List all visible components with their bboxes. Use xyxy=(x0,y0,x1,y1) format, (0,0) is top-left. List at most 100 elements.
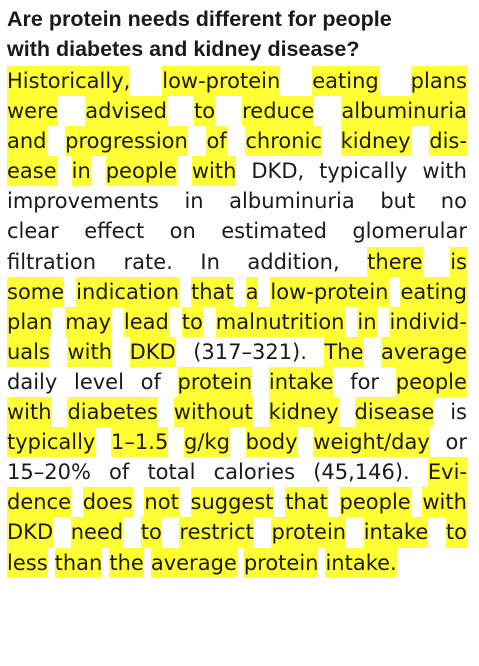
highlighted-word: malnutrition xyxy=(215,306,345,337)
highlighted-word: lead xyxy=(123,306,169,337)
highlighted-word: to xyxy=(181,306,203,337)
highlighted-word: g/kg xyxy=(184,427,230,458)
highlighted-word: low-protein xyxy=(162,66,281,97)
text-line: filtration rate. In addition, there is xyxy=(7,246,467,277)
highlighted-word: eating xyxy=(312,66,379,97)
highlighted-word: diabetes xyxy=(67,397,158,428)
highlighted-word: intake. xyxy=(325,547,397,578)
highlighted-word: progression xyxy=(65,126,188,157)
word: rate. xyxy=(123,249,173,274)
highlighted-word: albuminuria xyxy=(341,96,467,127)
highlighted-word: chronic xyxy=(245,126,322,157)
word: clear xyxy=(7,219,59,244)
highlighted-word: indication xyxy=(76,276,180,307)
text-line: plan may lead to malnutrition in individ- xyxy=(7,306,467,337)
word: but xyxy=(380,189,416,214)
highlighted-word: ease xyxy=(7,156,57,187)
highlighted-word: does xyxy=(82,487,133,518)
word: improvements xyxy=(7,189,159,214)
highlighted-word: reduce xyxy=(242,96,315,127)
highlighted-word: average xyxy=(150,547,237,578)
text-line: clear effect on estimated glomerular xyxy=(7,216,467,246)
word: 15–20% xyxy=(7,460,91,485)
text-line: improvements in albuminuria but no xyxy=(7,186,467,216)
word: filtration xyxy=(7,249,97,274)
word: no xyxy=(440,189,467,214)
highlighted-word: advised xyxy=(85,96,167,127)
highlighted-word: low-protein xyxy=(270,276,389,307)
word: of xyxy=(109,460,130,485)
word: estimated xyxy=(221,219,327,244)
highlighted-word: plan xyxy=(7,306,53,337)
text-line: less than the average protein intake. xyxy=(7,547,467,578)
word: is xyxy=(450,400,467,425)
word: (317–321). xyxy=(193,339,307,364)
text-line: uals with DKD (317–321). The average xyxy=(7,336,467,367)
word: in xyxy=(184,189,204,214)
highlighted-word: Historically, xyxy=(7,66,131,97)
highlighted-word: intake xyxy=(363,517,429,548)
highlighted-word: 1–1.5 xyxy=(111,427,169,458)
highlighted-word: not xyxy=(144,487,179,518)
word: for xyxy=(350,369,380,394)
highlighted-word: body xyxy=(245,427,298,458)
highlighted-word: with xyxy=(7,397,52,428)
highlighted-word: to xyxy=(445,517,467,548)
highlighted-word: with xyxy=(67,336,113,367)
text-line: Historically, low-protein eating plans xyxy=(7,66,467,97)
word: calories xyxy=(213,460,296,485)
text-line: 15–20% of total calories (45,146). Evi- xyxy=(7,457,467,488)
highlighted-word: that xyxy=(285,487,328,518)
text-line: with diabetes without kidney disease is xyxy=(7,397,467,428)
word: glomerular xyxy=(352,219,467,244)
text-line: dence does not suggest that people with xyxy=(7,487,467,518)
word: on xyxy=(169,219,196,244)
highlighted-word: is xyxy=(450,246,467,277)
word: typically xyxy=(319,159,408,184)
highlighted-word: the xyxy=(109,547,144,578)
highlighted-word: may xyxy=(65,306,112,337)
text-line: DKD need to restrict protein intake to xyxy=(7,517,467,548)
word: of xyxy=(140,369,161,394)
word: daily xyxy=(7,369,58,394)
text-line: some indication that a low-protein eating xyxy=(7,276,467,307)
heading-line: with diabetes and kidney disease? xyxy=(7,37,360,61)
highlighted-word: a xyxy=(245,276,259,307)
highlighted-word: with xyxy=(191,156,237,187)
highlighted-word: to xyxy=(193,96,216,127)
highlighted-word: uals xyxy=(7,336,50,367)
highlighted-word: to xyxy=(140,517,162,548)
word: total xyxy=(147,460,196,485)
highlighted-word: dis- xyxy=(429,126,467,157)
highlighted-word: need xyxy=(70,517,124,548)
highlighted-word: DKD xyxy=(7,517,54,548)
highlighted-word: dence xyxy=(7,487,72,518)
word: addition, xyxy=(247,249,340,274)
highlighted-word: The xyxy=(324,336,364,367)
highlighted-word: less xyxy=(7,547,48,578)
heading-line: Are protein needs different for people xyxy=(7,7,392,31)
highlighted-word: in xyxy=(71,156,91,187)
highlighted-word: DKD xyxy=(129,336,176,367)
highlighted-word: eating xyxy=(400,276,467,307)
text-line: were advised to reduce albuminuria xyxy=(7,96,467,127)
word: or xyxy=(445,430,467,455)
highlighted-word: protein xyxy=(177,366,253,398)
highlighted-word: people xyxy=(339,487,411,518)
word: effect xyxy=(84,219,145,244)
paragraph-body: Historically, low-protein eating plans were a… xyxy=(7,66,467,578)
highlighted-word: of xyxy=(206,126,227,157)
highlighted-word: restrict xyxy=(179,517,254,548)
section-heading: Are protein needs different for people w… xyxy=(7,4,467,64)
highlighted-word: that xyxy=(191,276,234,307)
highlighted-word: than xyxy=(54,547,103,578)
highlighted-word: people xyxy=(395,366,467,398)
highlighted-word: Evi- xyxy=(427,457,467,488)
word: DKD, xyxy=(251,159,305,184)
highlighted-word: with xyxy=(422,487,467,518)
highlighted-word: disease xyxy=(354,397,435,428)
highlighted-word: weight/day xyxy=(313,427,430,458)
text-line: and progression of chronic kidney dis- xyxy=(7,126,467,157)
word: with xyxy=(422,159,467,184)
